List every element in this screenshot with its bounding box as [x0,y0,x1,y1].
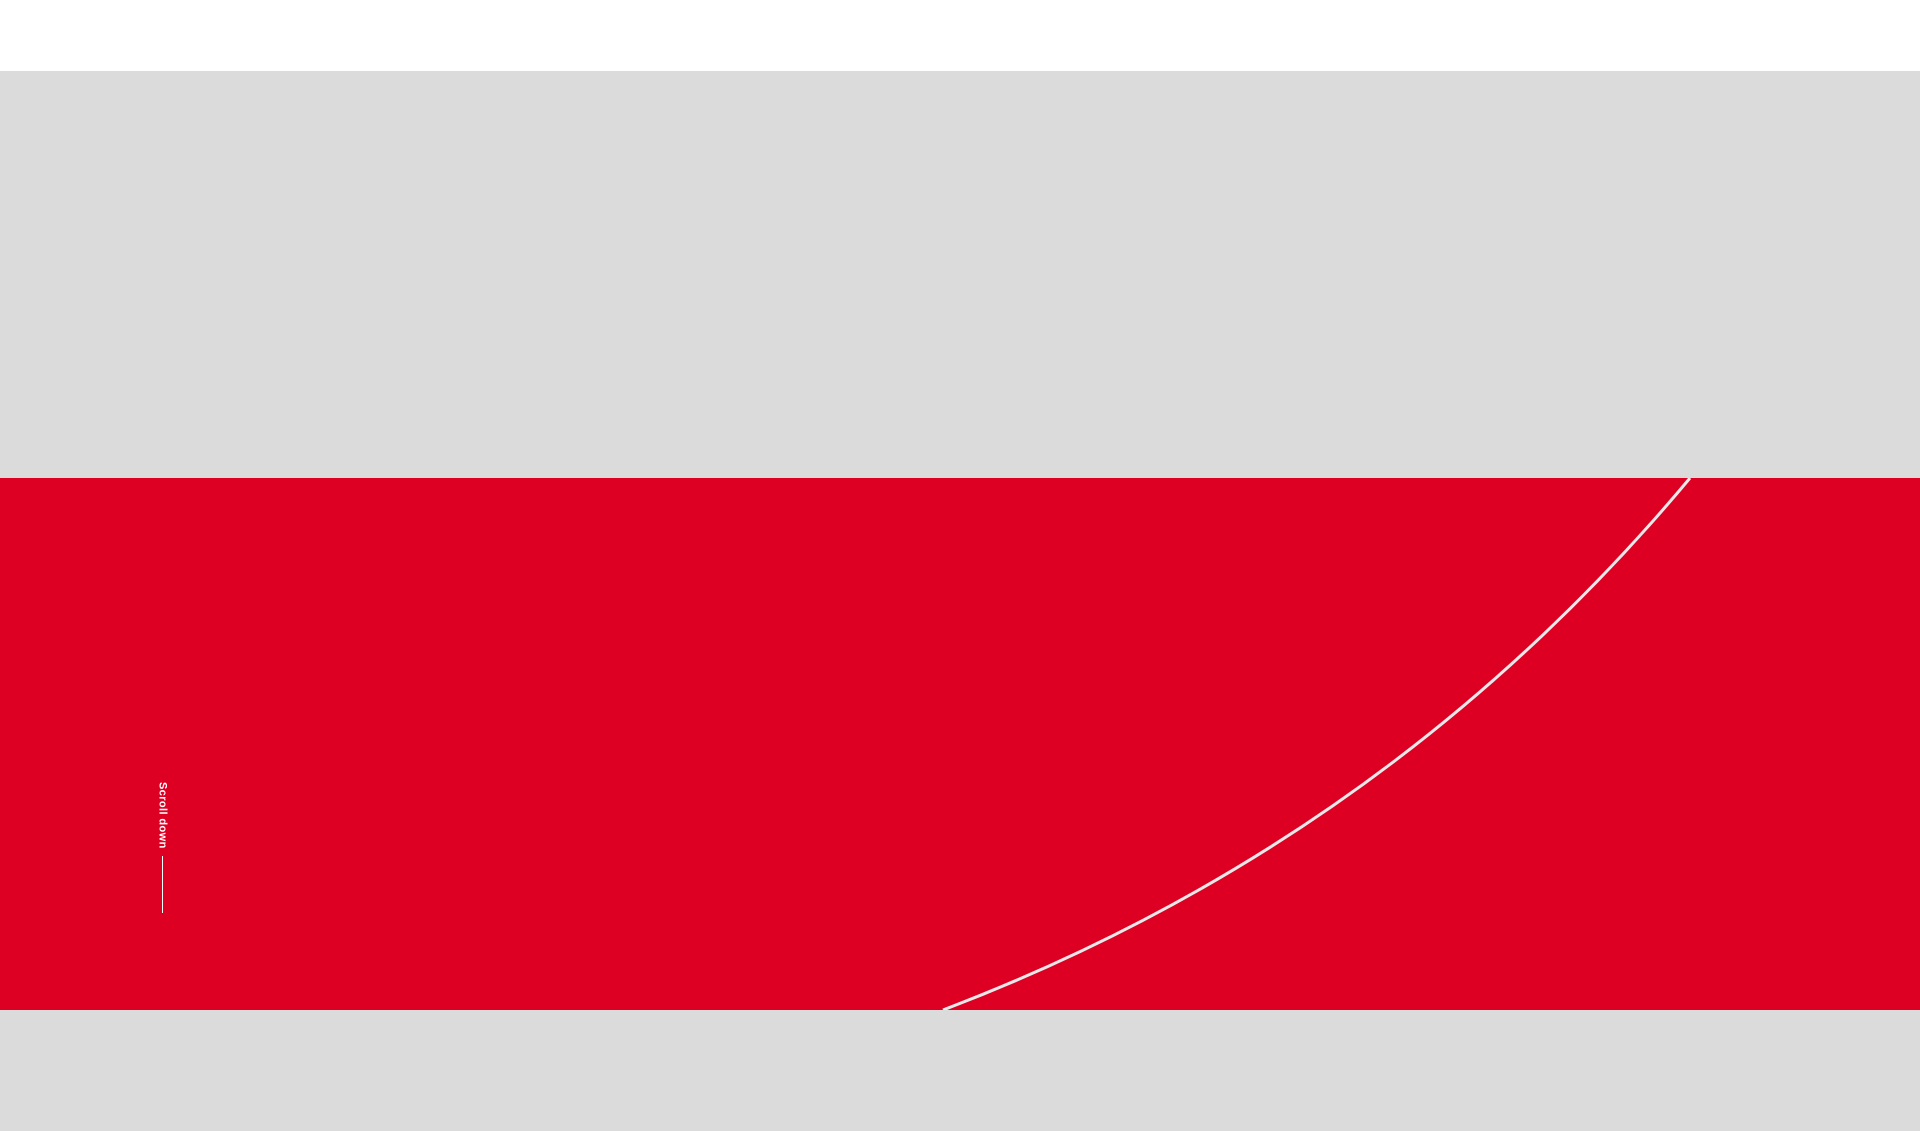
bottom-section [0,1010,1920,1131]
hero-placeholder [0,71,1920,478]
scroll-down-line [161,855,163,913]
site-header [0,0,1920,71]
scroll-down-cue[interactable]: Scroll down [152,782,172,913]
swoosh-curve-path [942,478,1692,1010]
red-hero-section: Scroll down [0,478,1920,1010]
swoosh-curve-graphic [942,478,1692,1010]
scroll-down-label[interactable]: Scroll down [156,782,169,849]
